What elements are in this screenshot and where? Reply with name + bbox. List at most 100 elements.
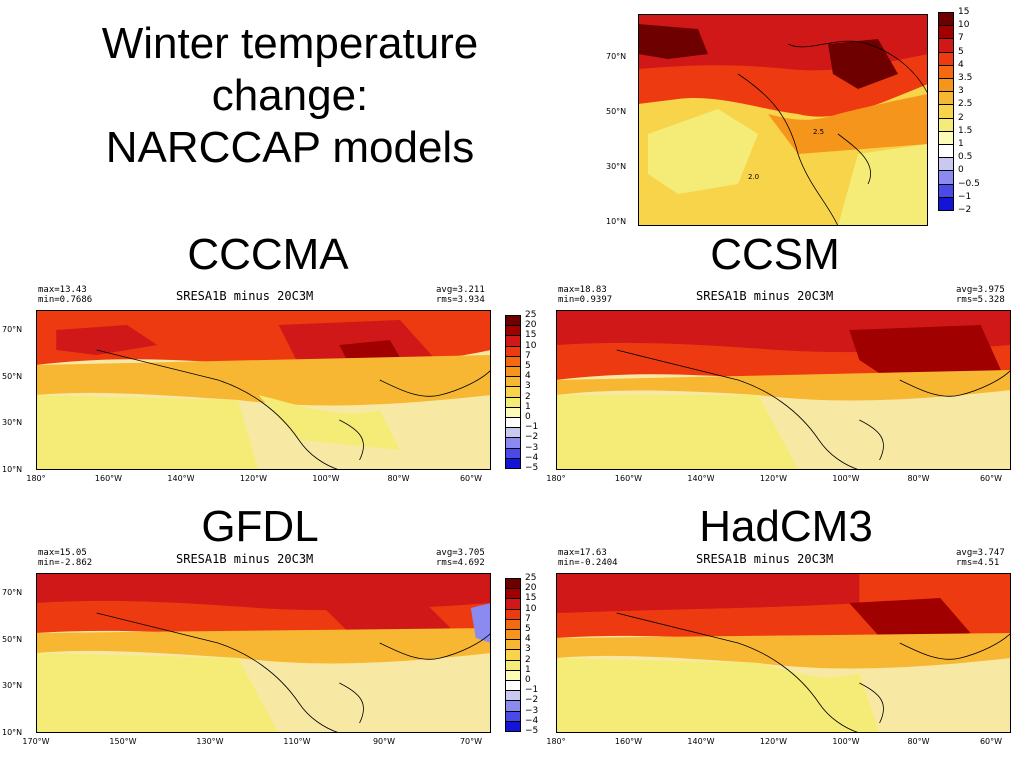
- rms-value: rms=4.692: [436, 558, 485, 568]
- min-value: min=0.9397: [558, 295, 613, 305]
- map-plot: [556, 573, 1011, 733]
- lon-tick: 150°W: [109, 737, 137, 746]
- panel-title: SRESA1B minus 20C3M: [696, 552, 834, 566]
- colorbar-label: 3: [525, 381, 531, 392]
- map-panel-gfdl: max=15.05 min=-2.862 avg=3.705 rms=4.692 SRE…: [0, 548, 540, 763]
- colorbar-label: −1: [525, 422, 539, 433]
- lon-tick: 180°: [26, 474, 46, 483]
- map-panel-cccma: max=13.43 min=0.7686 avg=3.211 rms=3.934 SRE…: [0, 285, 540, 500]
- lon-tick: 120°W: [759, 737, 788, 746]
- colorbar-label: 3.5: [958, 73, 973, 83]
- colorbar-label: 7: [525, 350, 531, 361]
- colorbar-label: 1.5: [958, 125, 973, 136]
- colorbar-label: −4: [525, 452, 539, 463]
- contour-region: [36, 395, 259, 470]
- colorbar-label: 2: [958, 112, 964, 123]
- colorbar-label: 4: [525, 634, 531, 645]
- colorbar-label: 3: [958, 86, 964, 97]
- lat-tick: 50°N: [606, 107, 627, 116]
- colorbar-swatch: [938, 25, 954, 40]
- colorbar-label: 1: [958, 139, 964, 149]
- colorbar-swatch: [938, 51, 954, 66]
- colorbar-label: −2: [958, 205, 972, 215]
- max-value: max=17.63: [558, 548, 607, 558]
- lon-tick: 120°W: [239, 474, 268, 483]
- coastline: [96, 349, 491, 470]
- colorbar-label: 2.5: [958, 99, 973, 110]
- colorbar-swatch: [505, 720, 521, 732]
- colorbar-label: −2: [525, 695, 539, 706]
- colorbar-swatch: [938, 170, 954, 185]
- contour-region: [556, 395, 799, 470]
- map-panel-ccsm: max=18.83 min=0.9397 avg=3.975 rms=5.328 SRE…: [546, 285, 1024, 500]
- colorbar-label: −0.5: [958, 178, 980, 189]
- min-value: min=-0.2404: [558, 558, 618, 568]
- panel-minmax: max=15.05 min=-2.862: [38, 548, 92, 568]
- coastline: [616, 612, 1011, 733]
- lon-tick: 160°W: [94, 474, 123, 483]
- lon-tick: 90°W: [372, 737, 396, 746]
- avg-value: avg=3.705: [436, 548, 485, 558]
- lon-tick: 140°W: [687, 474, 715, 483]
- colorbar-swatch: [938, 12, 954, 27]
- lon-tick: 70°W: [459, 737, 483, 746]
- lon-tick: 180°: [546, 737, 566, 746]
- colorbar-label: 3: [525, 644, 531, 655]
- panel-title: SRESA1B minus 20C3M: [176, 289, 314, 303]
- model-label-cccma: CCCMA: [187, 230, 349, 279]
- lon-tick: 130°W: [196, 737, 224, 746]
- avg-value: avg=3.211: [436, 285, 485, 295]
- colorbar-label: −2: [525, 432, 539, 443]
- panel-avgrms: avg=3.975 rms=5.328: [956, 285, 1005, 305]
- coastline: [96, 612, 491, 733]
- min-value: min=0.7686: [38, 295, 93, 305]
- max-value: max=13.43: [38, 285, 87, 295]
- contour-region: [556, 633, 1011, 669]
- colorbar-swatch: [938, 130, 954, 145]
- colorbar-swatch: [938, 157, 954, 172]
- lon-tick: 170°W: [22, 737, 50, 746]
- panel-avgrms: avg=3.747 rms=4.51: [956, 548, 1005, 568]
- colorbar-label: 5: [525, 361, 531, 371]
- colorbar-label: 0.5: [958, 152, 973, 163]
- panel-minmax: max=18.83 min=0.9397: [558, 285, 612, 305]
- colorbar-swatch: [938, 144, 954, 159]
- avg-value: avg=3.975: [956, 285, 1005, 295]
- max-value: max=18.83: [558, 285, 607, 295]
- map-plot: [36, 310, 491, 470]
- lat-tick: 30°N: [2, 681, 23, 691]
- top-map-panel: 2.0 2.5 70°N 50°N 30°N 10°N 15 10 7 5 4 3.5 3 2…: [600, 7, 1020, 230]
- model-label-hadcm3: HadCM3: [699, 502, 873, 551]
- colorbar-swatch: [938, 104, 954, 119]
- title-line-2: change:: [211, 71, 369, 120]
- contour-region: [36, 355, 491, 406]
- map-plot: [36, 573, 491, 733]
- colorbar-label: −3: [525, 442, 539, 453]
- lat-tick: 10°N: [606, 217, 627, 226]
- colorbar-label: 7: [525, 613, 531, 624]
- colorbar-label: 4: [525, 371, 531, 382]
- lat-tick: 70°N: [606, 52, 627, 61]
- contour-region: [849, 325, 1001, 380]
- top-colorbar: 15 10 7 5 4 3.5 3 2.5 2 1.5 1 0.5 0 −0.5 −1 −2: [938, 7, 998, 224]
- lon-tick: 160°W: [614, 737, 643, 746]
- colorbar-label: −3: [525, 705, 539, 716]
- panel-avgrms: avg=3.705 rms=4.692: [436, 548, 485, 568]
- lat-tick: 10°N: [2, 728, 23, 737]
- colorbar-label: 25: [525, 573, 537, 583]
- lat-tick: 50°N: [2, 634, 23, 644]
- colorbar-label: 1: [525, 401, 531, 412]
- colorbar-label: −1: [525, 685, 539, 696]
- colorbar-label: −4: [525, 715, 539, 726]
- colorbar-label: 20: [525, 583, 537, 594]
- colorbar-swatch: [938, 38, 954, 53]
- lon-tick: 140°W: [167, 474, 195, 483]
- lon-tick: 80°W: [907, 737, 930, 746]
- colorbar-label: −5: [525, 726, 539, 736]
- panel-minmax: max=13.43 min=0.7686: [38, 285, 92, 305]
- lon-tick: 60°W: [979, 737, 1003, 746]
- colorbar-label: 5: [958, 46, 964, 57]
- colorbar-label: 15: [958, 7, 970, 17]
- colorbar-swatch: [938, 78, 954, 93]
- contour-region: [258, 395, 400, 450]
